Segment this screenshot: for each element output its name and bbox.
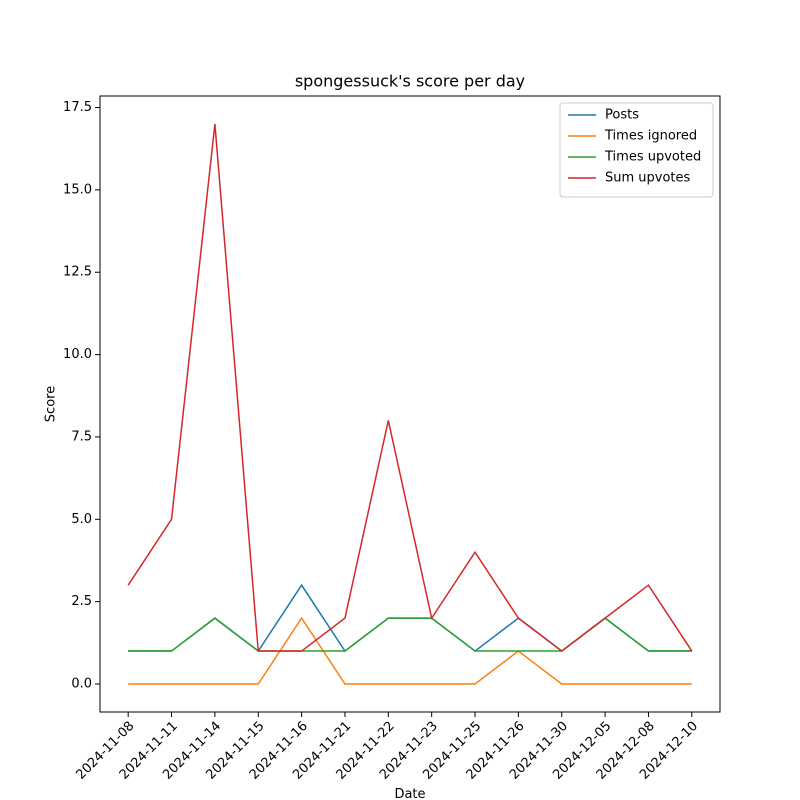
- x-axis-label: Date: [394, 787, 425, 800]
- y-tick-label: 10.0: [63, 347, 92, 362]
- series-line: [127, 123, 693, 653]
- y-tick-label: 7.5: [71, 429, 92, 444]
- series-line: [128, 616, 692, 685]
- legend-label: Sum upvotes: [605, 171, 691, 186]
- y-tick-label: 17.5: [63, 100, 92, 115]
- y-tick-label: 15.0: [63, 182, 92, 197]
- y-tick-label: 2.5: [71, 594, 92, 609]
- y-tick-label: 0.0: [71, 677, 92, 692]
- y-tick-label: 5.0: [71, 512, 92, 527]
- y-axis-label: Score: [44, 386, 59, 422]
- legend-label: Times ignored: [604, 129, 697, 144]
- legend-box: [559, 102, 714, 198]
- y-tick-label: 12.5: [63, 265, 92, 280]
- axes-frame: [99, 95, 721, 713]
- legend-label: Times upvoted: [604, 150, 701, 165]
- legend-label: Posts: [605, 108, 639, 123]
- chart-title: spongessuck's score per day: [295, 72, 525, 91]
- series-line: [128, 617, 692, 652]
